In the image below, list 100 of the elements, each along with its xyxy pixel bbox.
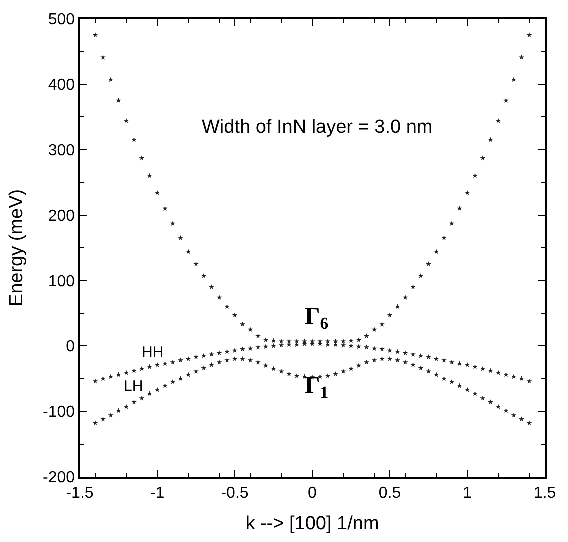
point bbox=[511, 374, 517, 380]
point bbox=[232, 312, 238, 318]
point bbox=[216, 294, 222, 300]
x-tick-label: -0.5 bbox=[221, 484, 249, 502]
point bbox=[402, 360, 408, 365]
point bbox=[340, 338, 346, 344]
point bbox=[154, 190, 160, 196]
point bbox=[224, 349, 230, 354]
point bbox=[472, 391, 478, 396]
point bbox=[124, 370, 130, 376]
point bbox=[333, 342, 338, 348]
point bbox=[278, 368, 284, 374]
point bbox=[434, 249, 440, 254]
point bbox=[410, 284, 416, 290]
point bbox=[154, 362, 160, 368]
point bbox=[356, 337, 362, 343]
point bbox=[387, 356, 393, 362]
point bbox=[488, 137, 494, 142]
point bbox=[132, 137, 137, 142]
point bbox=[434, 372, 440, 378]
point bbox=[256, 344, 261, 350]
point bbox=[410, 352, 416, 357]
point bbox=[387, 348, 393, 353]
point bbox=[209, 352, 214, 357]
point bbox=[526, 420, 532, 426]
point bbox=[504, 372, 509, 378]
x-axis-title: k --> [100] 1/nm bbox=[246, 513, 380, 534]
point bbox=[92, 420, 98, 426]
point bbox=[402, 350, 408, 356]
point bbox=[256, 360, 261, 365]
y-tick-label: -100 bbox=[43, 404, 76, 422]
annotation: Width of InN layer = 3.0 nm bbox=[202, 117, 433, 138]
x-tick-label: 0 bbox=[308, 484, 318, 502]
point bbox=[395, 349, 400, 354]
point bbox=[356, 362, 362, 368]
y-tick-label: 200 bbox=[48, 208, 76, 225]
x-tick-label: -1.5 bbox=[66, 484, 94, 502]
point bbox=[496, 118, 502, 124]
point bbox=[271, 366, 276, 372]
point bbox=[186, 249, 192, 254]
point bbox=[294, 338, 300, 344]
point bbox=[194, 262, 199, 267]
point bbox=[271, 343, 276, 348]
point bbox=[426, 354, 432, 360]
point bbox=[364, 360, 370, 365]
x-tick-label: -1 bbox=[150, 484, 165, 502]
annotation: LH bbox=[124, 378, 144, 395]
point bbox=[418, 353, 424, 358]
point bbox=[442, 358, 447, 363]
annotation: Γ$_{6}$ bbox=[305, 304, 329, 334]
y-tick-label: 500 bbox=[48, 12, 76, 29]
point bbox=[472, 173, 478, 178]
point bbox=[457, 206, 462, 212]
point bbox=[278, 338, 284, 344]
point bbox=[232, 348, 238, 353]
point bbox=[340, 368, 346, 374]
point bbox=[325, 342, 331, 348]
point bbox=[418, 366, 424, 371]
point bbox=[418, 273, 424, 278]
point bbox=[410, 362, 416, 368]
point bbox=[248, 326, 254, 332]
point bbox=[178, 376, 184, 382]
point bbox=[318, 338, 323, 344]
point bbox=[263, 362, 269, 368]
point bbox=[387, 312, 393, 318]
point bbox=[139, 366, 145, 372]
point bbox=[504, 408, 509, 414]
point bbox=[348, 366, 354, 372]
point bbox=[132, 400, 137, 405]
point bbox=[286, 338, 292, 344]
point bbox=[364, 334, 370, 339]
point bbox=[526, 378, 532, 384]
point bbox=[372, 358, 378, 363]
point bbox=[372, 326, 378, 332]
point bbox=[147, 364, 152, 370]
x-tick-label: 1.5 bbox=[534, 484, 556, 502]
point bbox=[240, 322, 246, 327]
point bbox=[271, 338, 276, 344]
x-tick-label: 0.5 bbox=[378, 484, 402, 502]
point bbox=[263, 344, 269, 350]
point bbox=[333, 371, 338, 377]
y-tick-label: 0 bbox=[66, 338, 76, 356]
point bbox=[100, 54, 106, 60]
point bbox=[201, 273, 207, 278]
point bbox=[434, 356, 440, 362]
point bbox=[224, 304, 230, 310]
point bbox=[519, 416, 524, 422]
point bbox=[426, 368, 432, 374]
point bbox=[286, 371, 292, 377]
point bbox=[240, 346, 246, 352]
point bbox=[232, 356, 238, 362]
point bbox=[480, 366, 486, 372]
point bbox=[170, 379, 176, 384]
point bbox=[380, 346, 385, 352]
x-tick-label: 1 bbox=[463, 484, 472, 502]
y-tick-label: 400 bbox=[48, 77, 76, 94]
y-tick-label: 300 bbox=[48, 142, 76, 160]
point bbox=[449, 379, 455, 384]
point bbox=[139, 156, 145, 161]
point bbox=[526, 32, 532, 38]
